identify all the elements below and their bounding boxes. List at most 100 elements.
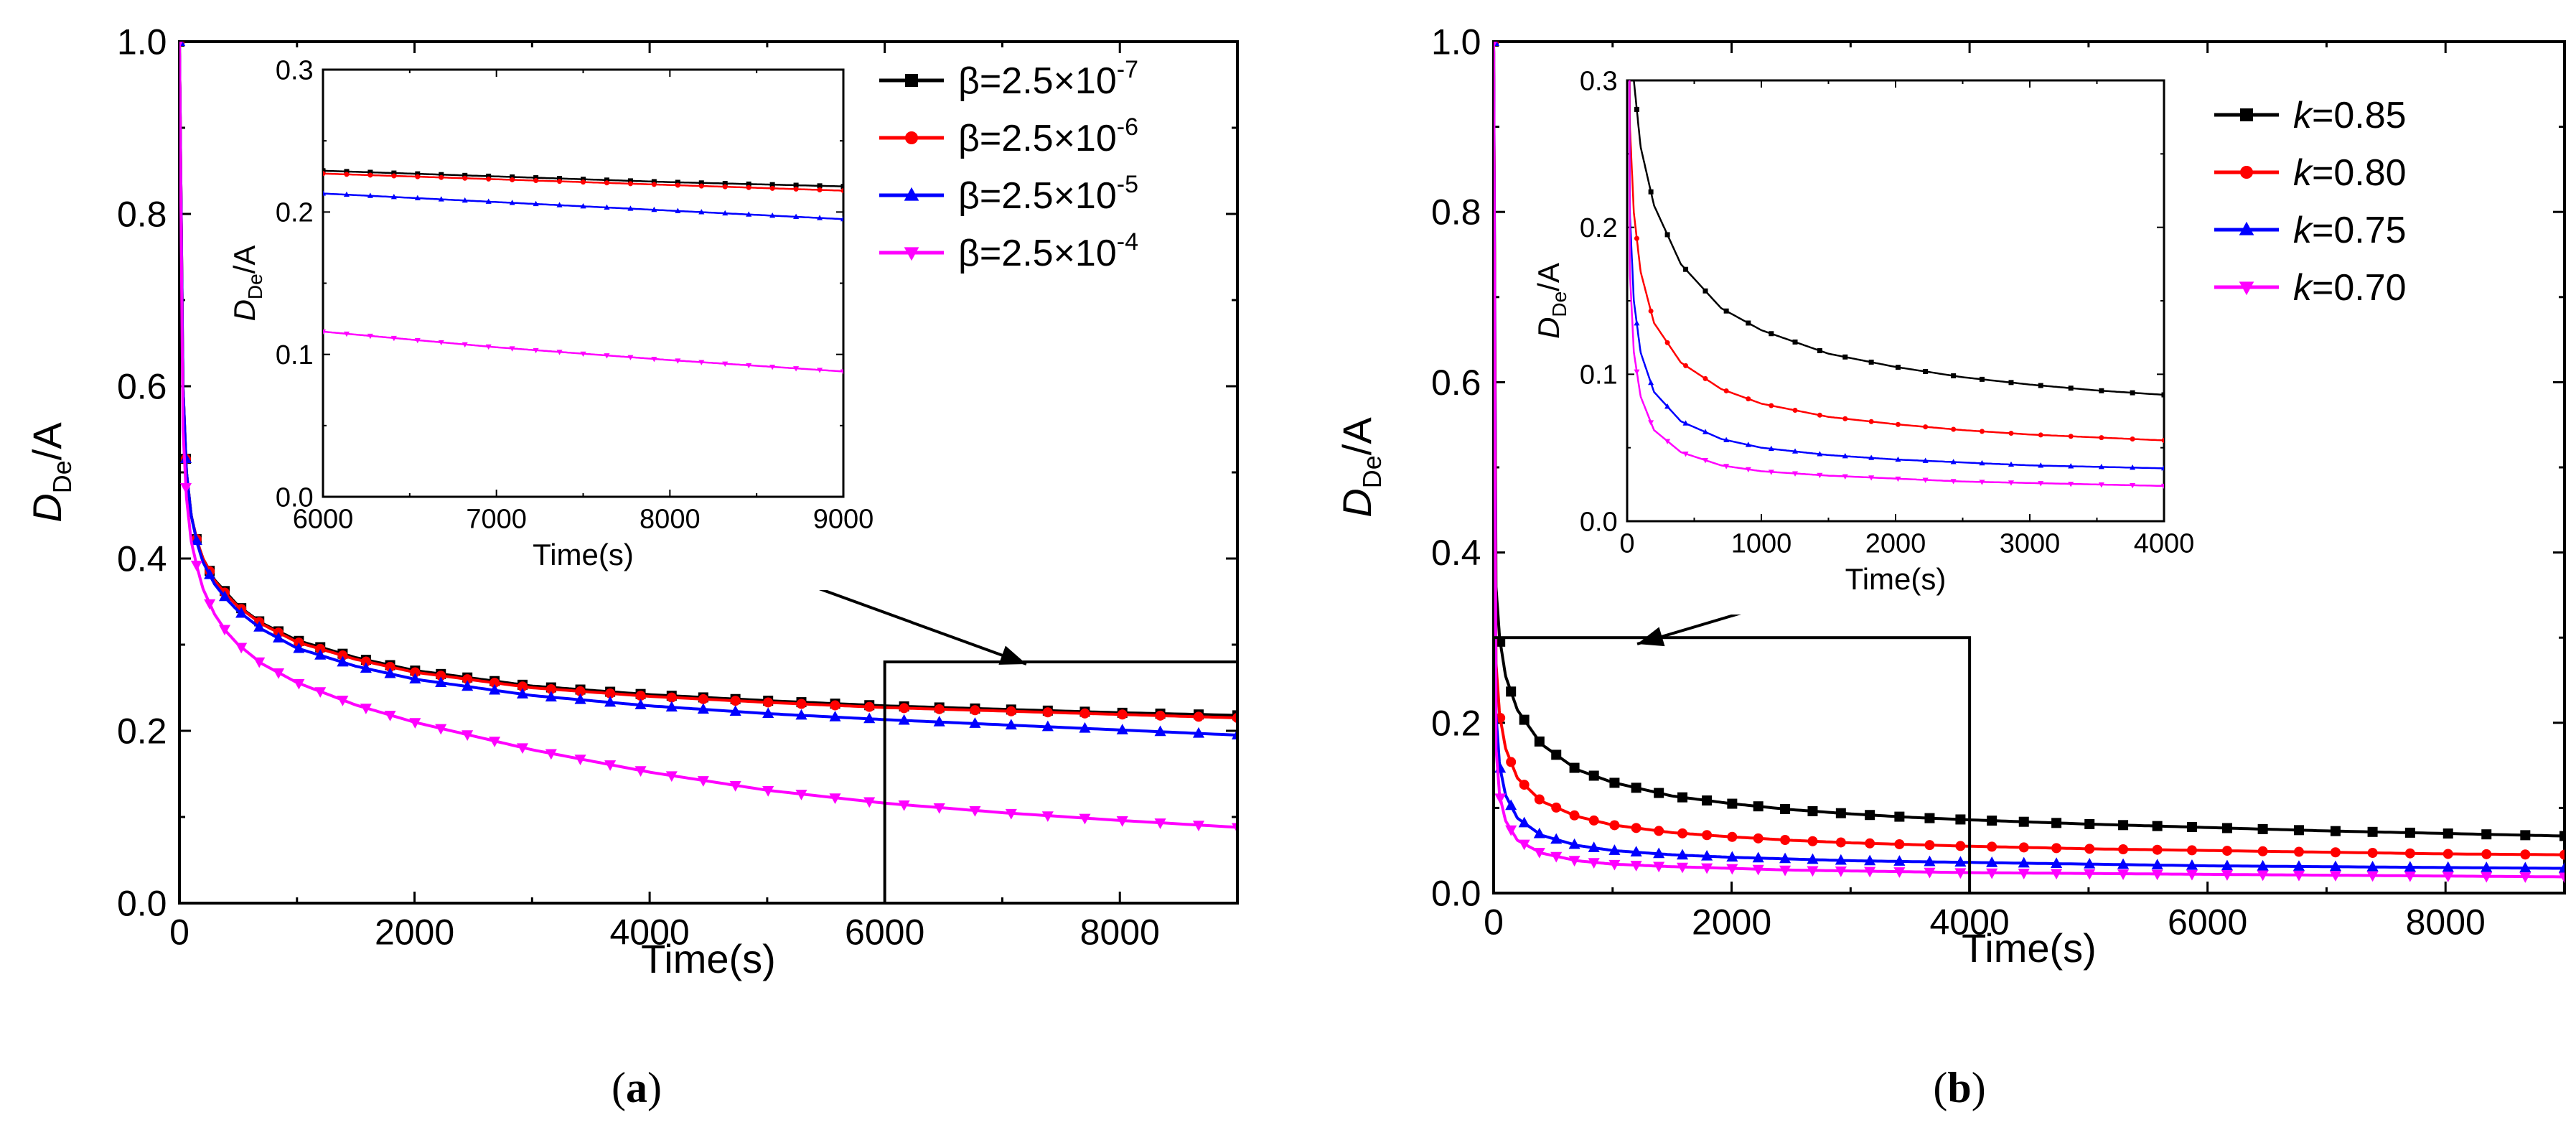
data-point (435, 676, 447, 688)
panel-a-plot: 0 2000 4000 6000 8000 0.0 0.2 0.4 0.6 0.8 1.0 (117, 22, 1239, 953)
x-tick-label: 4000 (609, 912, 689, 953)
data-point (763, 697, 774, 708)
data-point (1653, 847, 1665, 859)
legend-label: β=2.5×10-6 (958, 113, 1138, 159)
data-point (2098, 482, 2104, 488)
panel-a-ylabel: DDe/A (24, 422, 77, 523)
data-point (1954, 868, 1967, 879)
data-point (666, 692, 677, 703)
data-point (2367, 826, 2378, 837)
data-point (1494, 42, 1497, 48)
legend-entry: β=2.5×10-7 (879, 56, 1138, 102)
data-point (2481, 829, 2492, 840)
data-point (1494, 793, 1507, 805)
data-point (1723, 464, 1730, 470)
data-point (410, 667, 421, 678)
data-point (1609, 777, 1620, 788)
data-point (1193, 711, 1204, 722)
data-point (2366, 871, 2379, 882)
zoom-arrow-head (998, 645, 1026, 665)
legend-entry: k=0.75 (2214, 210, 2407, 251)
data-point (898, 800, 910, 811)
data-point (829, 711, 841, 721)
inset-ylabel-main: D (228, 299, 261, 321)
data-point (315, 643, 326, 654)
data-point (180, 482, 192, 494)
series-line (1494, 42, 2565, 838)
legend-entry: k=0.70 (2214, 267, 2407, 309)
data-point (1895, 456, 1901, 462)
data-point (2118, 820, 2129, 831)
legend-label-exponent: -7 (1117, 56, 1138, 83)
data-point (2008, 380, 2014, 386)
y-tick-label: 0.6 (117, 367, 167, 407)
data-point (510, 177, 515, 182)
x-tick-label: 3000 (2000, 529, 2061, 559)
data-point (516, 743, 529, 755)
data-point (1519, 714, 1530, 725)
data-point (1924, 867, 1936, 879)
data-point (1924, 813, 1935, 823)
data-point (1924, 855, 1936, 867)
data-point (2068, 386, 2074, 391)
y-tick-label: 0.1 (1580, 360, 1618, 391)
data-point (934, 704, 945, 714)
data-point (1835, 867, 1847, 877)
data-point (1676, 849, 1689, 860)
data-point (1923, 424, 1929, 430)
data-point (1768, 445, 1774, 452)
data-point (769, 182, 775, 187)
data-point (2130, 390, 2135, 396)
data-point (817, 187, 823, 193)
data-point (2257, 870, 2269, 882)
data-point (1588, 858, 1600, 869)
series-line (179, 42, 1237, 829)
data-point (360, 704, 372, 714)
panel-a-label: (a) (612, 1064, 662, 1111)
data-point (969, 717, 981, 728)
data-point (1702, 795, 1713, 806)
data-point (1986, 856, 1998, 867)
data-point (933, 715, 945, 727)
data-point (2221, 870, 2233, 881)
x-tick-label: 6000 (2168, 902, 2247, 943)
legend-entry: k=0.80 (2214, 152, 2407, 194)
data-point (204, 568, 216, 579)
data-point (1041, 720, 1054, 732)
data-point (1868, 419, 1874, 424)
data-point (337, 655, 349, 667)
data-point (2160, 464, 2164, 471)
panel-b-label: (b) (1933, 1064, 1985, 1111)
data-point (1987, 841, 1997, 852)
data-point (796, 699, 807, 709)
data-point (235, 607, 248, 618)
data-point (1924, 840, 1935, 851)
y-tick-label: 1.0 (117, 22, 167, 62)
data-point (1726, 851, 1738, 862)
data-point (2330, 847, 2341, 858)
data-point (1842, 354, 1848, 360)
data-point (1648, 189, 1654, 195)
series-line (1629, 80, 2164, 442)
y-tick-label: 0.1 (276, 340, 314, 370)
data-point (1864, 867, 1876, 878)
data-point (1154, 818, 1166, 829)
data-point (1654, 826, 1664, 836)
x-tick-label: 2000 (1865, 529, 1926, 559)
data-point (1631, 823, 1641, 833)
data-point (2008, 461, 2015, 467)
data-point (2038, 462, 2044, 468)
data-point (1505, 825, 1517, 836)
data-point (1702, 458, 1709, 464)
data-point (1723, 308, 1729, 314)
legend-entry: β=2.5×10-6 (879, 113, 1138, 159)
data-point (1079, 721, 1091, 733)
data-point (1986, 868, 1998, 879)
legend-label-exponent: -6 (1117, 113, 1138, 141)
data-point (840, 184, 843, 190)
data-point (1987, 816, 1997, 826)
panel-b: 0 2000 4000 6000 8000 0.0 0.2 0.4 0.6 0.8 1.0 0 100… (1334, 22, 2566, 1111)
zoom-region-box (883, 660, 1239, 905)
data-point (1895, 365, 1901, 370)
data-point (1954, 856, 1967, 867)
